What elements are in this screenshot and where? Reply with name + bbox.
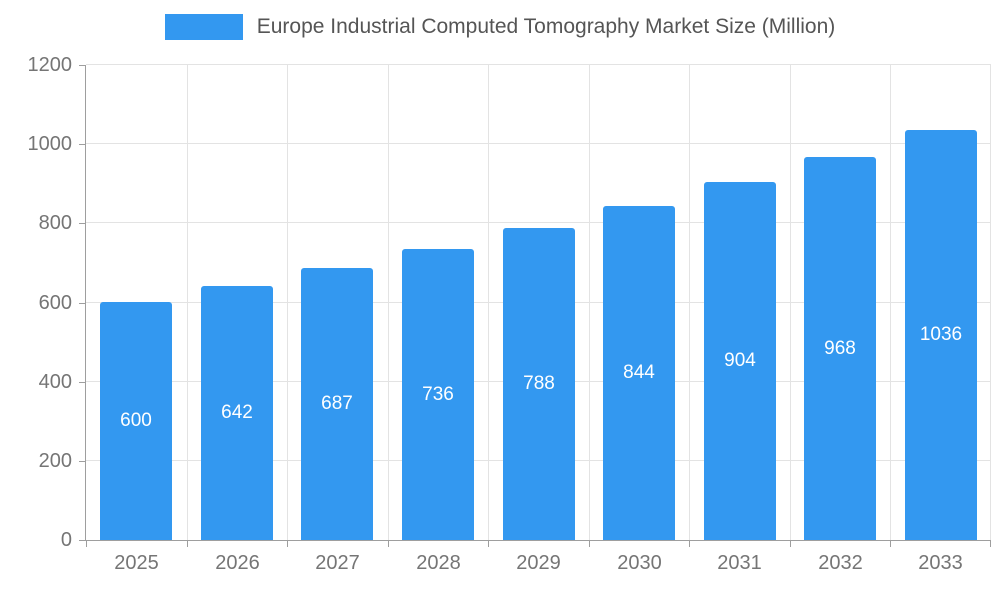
bar-value-label: 844 [623,362,655,383]
bar: 1036 [905,130,977,540]
bar: 642 [201,286,273,540]
legend[interactable]: Europe Industrial Computed Tomography Ma… [0,14,1000,40]
bar: 600 [100,302,172,540]
v-gridline [689,65,690,540]
x-axis-tick [388,541,389,547]
v-gridline [589,65,590,540]
bar-value-label: 1036 [919,324,963,345]
x-axis-label: 2030 [617,552,662,574]
v-gridline [990,65,991,540]
bar: 687 [301,268,373,540]
bar-value-label: 736 [422,383,454,405]
v-gridline [287,65,288,540]
y-axis-tick [79,461,85,462]
chart-title: Europe Industrial Computed Tomography Ma… [256,15,836,38]
x-axis-label: 2025 [114,552,159,574]
x-axis-tick [589,541,590,547]
y-axis-tick [79,382,85,383]
h-gridline [86,222,991,223]
bar: 968 [804,157,876,540]
v-gridline [187,65,188,540]
bar-value-label: 788 [523,373,555,394]
x-axis-label: 2026 [215,552,260,574]
y-axis-tick [79,65,85,66]
plot-area: 0 200 400 600 800 1000 1200 600 642 687 736 788 844… [28,54,991,574]
y-axis-label: 400 [38,371,72,393]
bar-value-label: 687 [321,393,353,414]
y-axis-label: 1000 [27,133,73,155]
y-axis-label: 0 [60,529,72,551]
bar: 844 [603,206,675,540]
bar: 736 [402,249,474,540]
bar-value-label: 904 [724,350,756,371]
bar: 788 [503,228,575,540]
bar-value-label: 642 [221,402,253,423]
h-gridline [86,143,991,144]
v-gridline [488,65,489,540]
v-gridline [388,65,389,540]
x-axis-tick [689,541,690,547]
x-axis-tick [86,541,87,547]
x-axis-tick [990,541,991,547]
bar: 904 [704,182,776,540]
v-gridline [790,65,791,540]
x-axis-tick [287,541,288,547]
x-axis-label: 2028 [416,552,461,574]
x-axis-tick [890,541,891,547]
y-axis-label: 600 [38,292,72,314]
y-axis-tick [79,223,85,224]
x-axis-tick [187,541,188,547]
v-gridline [890,65,891,540]
y-axis-label: 200 [38,450,72,472]
x-axis-label: 2029 [516,552,561,574]
y-axis-label: 1200 [27,54,73,76]
x-axis-tick [790,541,791,547]
x-axis-label: 2033 [918,552,963,574]
y-axis-tick [79,303,85,304]
y-axis-tick [79,144,85,145]
h-gridline [86,64,991,65]
x-axis-label: 2027 [315,552,360,574]
y-axis-tick [79,540,85,541]
x-axis-label: 2032 [818,552,863,574]
x-axis-tick [488,541,489,547]
bar-value-label: 968 [824,337,856,359]
y-axis-label: 800 [38,212,72,234]
legend-swatch [164,14,243,40]
x-axis-label: 2031 [717,552,762,574]
bar-value-label: 600 [120,410,152,431]
